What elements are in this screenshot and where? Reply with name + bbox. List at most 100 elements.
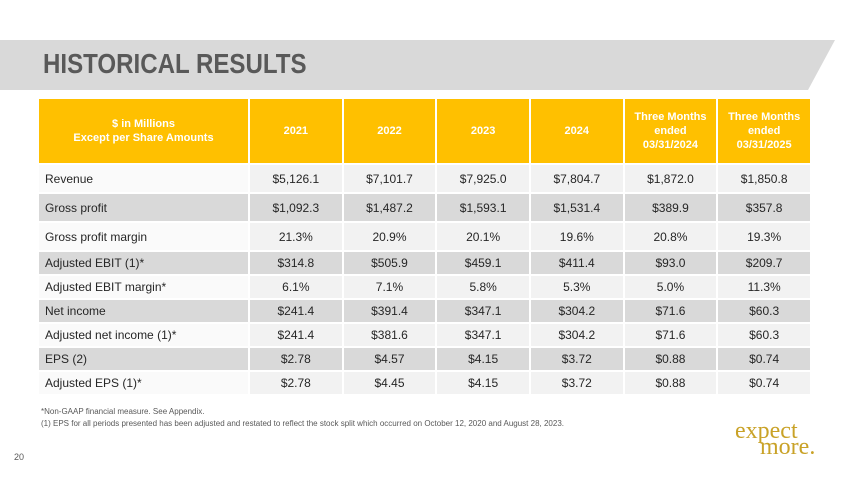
value-cell: $4.45 [341, 370, 438, 396]
value-cell: $60.3 [716, 298, 812, 324]
value-cell: $0.74 [716, 370, 812, 396]
value-cell: $7,101.7 [341, 163, 438, 194]
value-cell: 19.6% [528, 221, 625, 252]
table-row: Adjusted EPS (1)* $2.78 $4.45 $4.15 $3.72 $0.… [37, 370, 812, 396]
header-line: $ in Millions [112, 118, 175, 130]
page-number: 20 [14, 452, 25, 462]
column-header: $ in Millions Except per Share Amounts [37, 97, 250, 165]
value-cell: $71.6 [622, 322, 719, 348]
table-row: Net income $241.4 $391.4 $347.1 $304.2 $71.6 $… [37, 298, 812, 324]
row-label: Revenue [37, 163, 250, 194]
value-cell: $0.74 [716, 346, 812, 372]
value-cell: $1,872.0 [622, 163, 719, 194]
row-label: Net income [37, 298, 250, 324]
value-cell: $304.2 [528, 322, 625, 348]
value-cell: 19.3% [716, 221, 812, 252]
row-label: Adjusted EBIT margin* [37, 274, 250, 300]
value-cell: $5,126.1 [248, 163, 344, 194]
header-line: 2024 [564, 125, 590, 137]
value-cell: $0.88 [622, 370, 719, 396]
title-banner [0, 40, 835, 90]
value-cell: $1,593.1 [435, 192, 531, 223]
header-line: Except per Share Amounts [73, 132, 214, 144]
value-cell: $1,487.2 [341, 192, 438, 223]
value-cell: $4.57 [341, 346, 438, 372]
value-cell: $60.3 [716, 322, 812, 348]
value-cell: $411.4 [528, 250, 625, 276]
value-cell: $241.4 [248, 298, 344, 324]
header-line: 03/31/2025 [736, 139, 792, 151]
footnote: *Non-GAAP financial measure. See Appendi… [41, 407, 205, 416]
banner-shape [0, 40, 835, 90]
header-line: Three Months [634, 111, 707, 123]
column-header: 2024 [528, 97, 625, 165]
table-row: Adjusted EBIT margin* 6.1% 7.1% 5.8% 5.3% 5.0… [37, 274, 812, 300]
row-label: Gross profit margin [37, 221, 250, 252]
value-cell: $1,092.3 [248, 192, 344, 223]
header-line: 2023 [470, 125, 496, 137]
column-header: 2022 [341, 97, 438, 165]
value-cell: $505.9 [341, 250, 438, 276]
table-row: Adjusted net income (1)* $241.4 $381.6 $347… [37, 322, 812, 348]
column-header: 2021 [248, 97, 344, 165]
value-cell: $347.1 [435, 298, 531, 324]
value-cell: $314.8 [248, 250, 344, 276]
value-cell: $389.9 [622, 192, 719, 223]
value-cell: $304.2 [528, 298, 625, 324]
header-line: 03/31/2024 [642, 139, 698, 151]
value-cell: $2.78 [248, 346, 344, 372]
slide-title: HISTORICAL RESULTS [43, 48, 307, 79]
value-cell: $4.15 [435, 346, 531, 372]
value-cell: 5.8% [435, 274, 531, 300]
logo-text: more. [760, 434, 816, 460]
column-header: 2023 [435, 97, 531, 165]
value-cell: $3.72 [528, 370, 625, 396]
row-label: Gross profit [37, 192, 250, 223]
value-cell: $2.78 [248, 370, 344, 396]
value-cell: $357.8 [716, 192, 812, 223]
value-cell: 21.3% [248, 221, 344, 252]
value-cell: $1,531.4 [528, 192, 625, 223]
value-cell: $93.0 [622, 250, 719, 276]
value-cell: $347.1 [435, 322, 531, 348]
value-cell: 20.1% [435, 221, 531, 252]
value-cell: 6.1% [248, 274, 344, 300]
header-line: Three Months [728, 111, 801, 123]
value-cell: $4.15 [435, 370, 531, 396]
column-header: Three Months ended 03/31/2024 [622, 97, 719, 165]
row-label: Adjusted EPS (1)* [37, 370, 250, 396]
table-row: EPS (2) $2.78 $4.57 $4.15 $3.72 $0.88 $0.74 [37, 346, 812, 372]
value-cell: 5.3% [528, 274, 625, 300]
header-row: $ in Millions Except per Share Amounts 202… [37, 97, 812, 165]
row-label: Adjusted EBIT (1)* [37, 250, 250, 276]
value-cell: $0.88 [622, 346, 719, 372]
value-cell: 20.8% [622, 221, 719, 252]
header-line: 2022 [377, 125, 402, 137]
value-cell: $7,804.7 [528, 163, 625, 194]
header-line: ended [747, 125, 781, 137]
row-label: EPS (2) [37, 346, 250, 372]
value-cell: 20.9% [341, 221, 438, 252]
header-line: 2021 [283, 125, 309, 137]
results-table: $ in Millions Except per Share Amounts 202… [37, 97, 812, 396]
table-row: Gross profit $1,092.3 $1,487.2 $1,593.1 $1,5… [37, 192, 812, 223]
value-cell: $391.4 [341, 298, 438, 324]
value-cell: $459.1 [435, 250, 531, 276]
value-cell: 11.3% [716, 274, 812, 300]
value-cell: $381.6 [341, 322, 438, 348]
footnote: (1) EPS for all periods presented has be… [41, 419, 564, 428]
value-cell: $241.4 [248, 322, 344, 348]
header-line: ended [654, 125, 687, 137]
value-cell: $7,925.0 [435, 163, 531, 194]
value-cell: $71.6 [622, 298, 719, 324]
logo-text: expect [735, 418, 798, 444]
column-header: Three Months ended 03/31/2025 [716, 97, 812, 165]
value-cell: $3.72 [528, 346, 625, 372]
value-cell: $1,850.8 [716, 163, 812, 194]
table-row: Gross profit margin 21.3% 20.9% 20.1% 19.6% 2… [37, 221, 812, 252]
row-label: Adjusted net income (1)* [37, 322, 250, 348]
table-row: Revenue $5,126.1 $7,101.7 $7,925.0 $7,804.7 $… [37, 163, 812, 194]
value-cell: $209.7 [716, 250, 812, 276]
value-cell: 7.1% [341, 274, 438, 300]
